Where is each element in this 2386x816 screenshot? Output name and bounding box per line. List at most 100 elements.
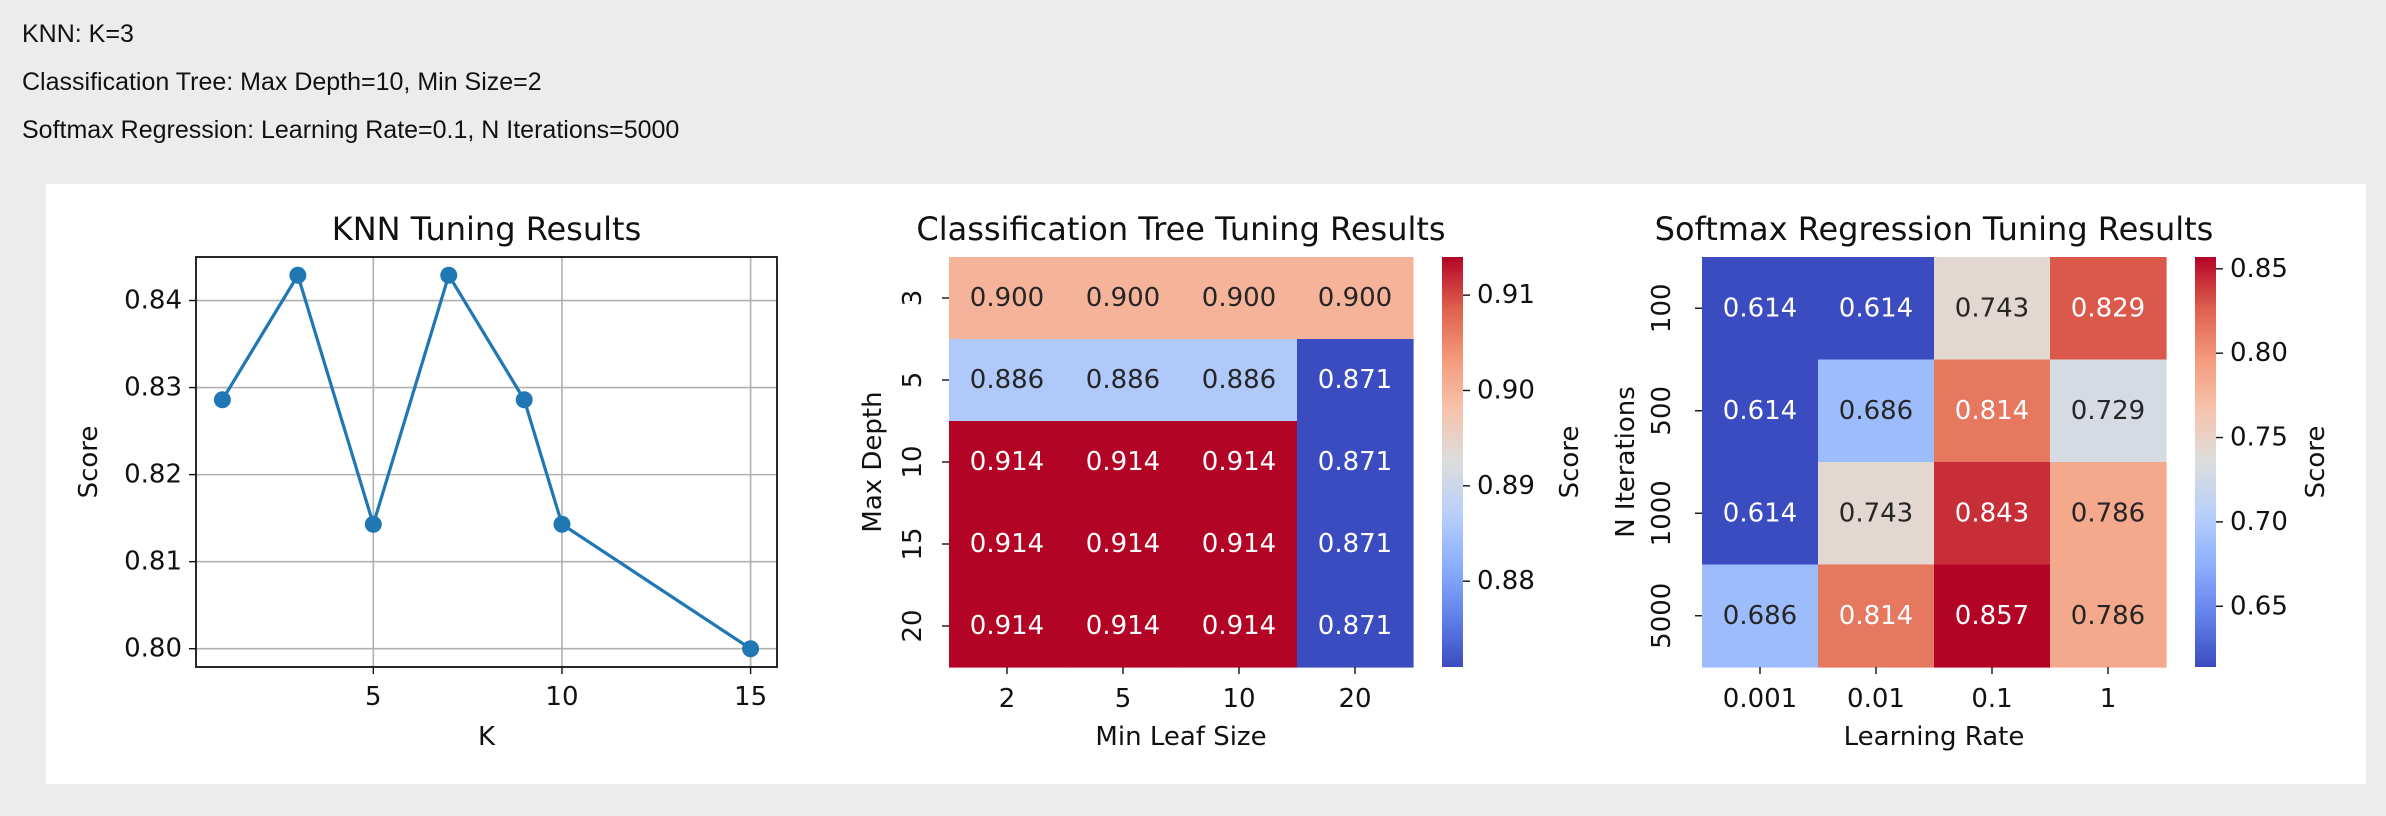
tree-colorbar-tick-label: 0.90 — [1477, 375, 1535, 405]
tree-cell-label: 0.871 — [1318, 447, 1392, 477]
softmax-cell-label: 0.743 — [1839, 498, 1913, 528]
tree-cell — [949, 585, 1066, 668]
knn-data-point — [440, 266, 458, 284]
softmax-cell-label: 0.857 — [1955, 601, 2029, 631]
softmax-cell-label: 0.686 — [1839, 396, 1913, 426]
knn-chart-title: KNN Tuning Results — [332, 210, 641, 248]
tree-cell — [949, 503, 1066, 586]
softmax-colorbar-tick-label: 0.85 — [2230, 254, 2288, 284]
tree-y-tick-label: 3 — [898, 290, 928, 307]
softmax-cell-label: 0.686 — [1723, 601, 1797, 631]
softmax-y-tick-label: 100 — [1647, 283, 1677, 333]
tree-x-tick-label: 20 — [1338, 684, 1371, 714]
softmax-chart-title: Softmax Regression Tuning Results — [1655, 210, 2214, 248]
softmax-x-tick-label: 0.001 — [1723, 684, 1797, 714]
softmax-x-tick-label: 0.1 — [1971, 684, 2012, 714]
knn-y-tick-label: 0.81 — [124, 547, 182, 577]
softmax-y-tick-label: 5000 — [1647, 583, 1677, 649]
softmax-cell — [1818, 359, 1935, 463]
knn-series-line — [221, 271, 752, 651]
tree-cell — [949, 257, 1066, 340]
softmax-x-axis-label: Learning Rate — [1844, 722, 2025, 752]
tree-x-tick-label: 2 — [999, 684, 1016, 714]
tree-colorbar-tick-label: 0.89 — [1477, 471, 1535, 501]
tree-colorbar — [1442, 257, 1463, 667]
softmax-cell-label: 0.829 — [2071, 293, 2145, 323]
tree-y-tick-label: 15 — [898, 527, 928, 560]
knn-data-point — [289, 266, 307, 284]
softmax-cell-label: 0.814 — [1839, 601, 1913, 631]
tree-cell-label: 0.914 — [970, 529, 1044, 559]
softmax-cell-label: 0.614 — [1723, 293, 1797, 323]
softmax-x-tick-label: 0.01 — [1847, 684, 1905, 714]
tree-x-axis-label: Min Leaf Size — [1095, 722, 1266, 752]
softmax-cell-label: 0.729 — [2071, 396, 2145, 426]
softmax-colorbar-tick-label: 0.70 — [2230, 507, 2288, 537]
knn-data-point — [515, 391, 533, 409]
knn-data-point — [742, 640, 760, 658]
tree-colorbar-tick-label: 0.88 — [1477, 566, 1535, 596]
softmax-colorbar-tick-label: 0.65 — [2230, 591, 2288, 621]
tree-cell-label: 0.914 — [1086, 447, 1160, 477]
softmax-colorbar-tick-label: 0.75 — [2230, 423, 2288, 453]
softmax-cell — [1702, 257, 1819, 361]
knn-data-point — [553, 515, 571, 533]
softmax-cell — [1818, 462, 1935, 566]
tree-cell-label: 0.914 — [1202, 529, 1276, 559]
tree-cell — [1065, 585, 1182, 668]
tree-cell-label: 0.886 — [1086, 365, 1160, 395]
softmax-cell-label: 0.843 — [1955, 498, 2029, 528]
tree-cell — [1297, 339, 1414, 422]
tree-chart-title: Classification Tree Tuning Results — [916, 210, 1445, 248]
knn-y-axis-label: Score — [74, 426, 104, 499]
tree-cell — [1065, 503, 1182, 586]
tree-cell — [1181, 585, 1298, 668]
softmax-cell-label: 0.614 — [1723, 396, 1797, 426]
softmax-colorbar-tick-label: 0.80 — [2230, 338, 2288, 368]
softmax-colorbar — [2195, 257, 2216, 667]
tree-cell — [1181, 503, 1298, 586]
softmax-best-params-text: Softmax Regression: Learning Rate=0.1, N… — [22, 116, 680, 144]
softmax-colorbar-label: Score — [2301, 426, 2331, 499]
tree-cell-label: 0.900 — [1318, 283, 1392, 313]
softmax-cell — [1702, 359, 1819, 463]
knn-x-tick-label: 10 — [545, 682, 578, 712]
knn-x-axis-label: K — [478, 722, 496, 752]
tree-cell-label: 0.900 — [1086, 283, 1160, 313]
softmax-cell — [2050, 462, 2167, 566]
tree-y-tick-label: 5 — [898, 372, 928, 389]
knn-chart: 5 10 15 0.80 0.81 0.82 0.83 0.84 KNN Tuning Resu… — [74, 210, 778, 752]
softmax-y-axis-label: N Iterations — [1611, 386, 1641, 538]
tree-cell-label: 0.886 — [1202, 365, 1276, 395]
tree-y-tick-label: 10 — [898, 445, 928, 478]
softmax-cell — [1818, 564, 1935, 668]
softmax-cell — [1934, 462, 2051, 566]
knn-y-tick-label: 0.82 — [124, 460, 182, 490]
tree-cell — [1297, 421, 1414, 504]
tree-cell-label: 0.900 — [1202, 283, 1276, 313]
knn-data-point — [364, 515, 382, 533]
softmax-cell — [1818, 257, 1935, 361]
knn-x-tick-label: 15 — [734, 682, 767, 712]
softmax-cell — [2050, 257, 2167, 361]
softmax-cell — [1702, 564, 1819, 668]
softmax-cell — [1934, 359, 2051, 463]
tree-cell-label: 0.914 — [1202, 447, 1276, 477]
tree-cell-label: 0.914 — [970, 611, 1044, 641]
tree-cell-label: 0.871 — [1318, 529, 1392, 559]
softmax-cell — [1934, 257, 2051, 361]
tree-cell-label: 0.900 — [970, 283, 1044, 313]
tree-cell-label: 0.871 — [1318, 611, 1392, 641]
tree-y-tick-label: 20 — [898, 609, 928, 642]
knn-best-params-text: KNN: K=3 — [22, 20, 134, 48]
softmax-x-tick-label: 1 — [2100, 684, 2117, 714]
softmax-cell-label: 0.614 — [1839, 293, 1913, 323]
tree-cell — [1181, 421, 1298, 504]
tree-colorbar-tick-label: 0.91 — [1477, 280, 1535, 310]
tree-cell-label: 0.914 — [1086, 611, 1160, 641]
header-text-block: KNN: K=3 Classification Tree: Max Depth=… — [22, 10, 679, 154]
tree-cell — [1181, 339, 1298, 422]
softmax-cell-label: 0.786 — [2071, 601, 2145, 631]
tree-cell — [1181, 257, 1298, 340]
